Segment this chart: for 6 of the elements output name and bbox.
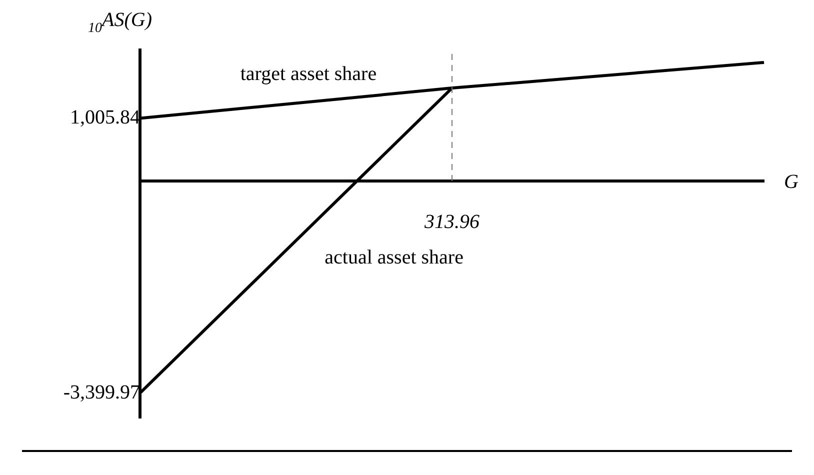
x-tick-label: 313.96: [424, 211, 480, 234]
series-label: target asset share: [240, 62, 377, 85]
y-tick-label: -3,399.97: [63, 381, 140, 404]
series-label: actual asset share: [324, 246, 464, 268]
y-tick-label: 1,005.84: [70, 106, 140, 128]
x-axis-title: G: [784, 170, 799, 193]
